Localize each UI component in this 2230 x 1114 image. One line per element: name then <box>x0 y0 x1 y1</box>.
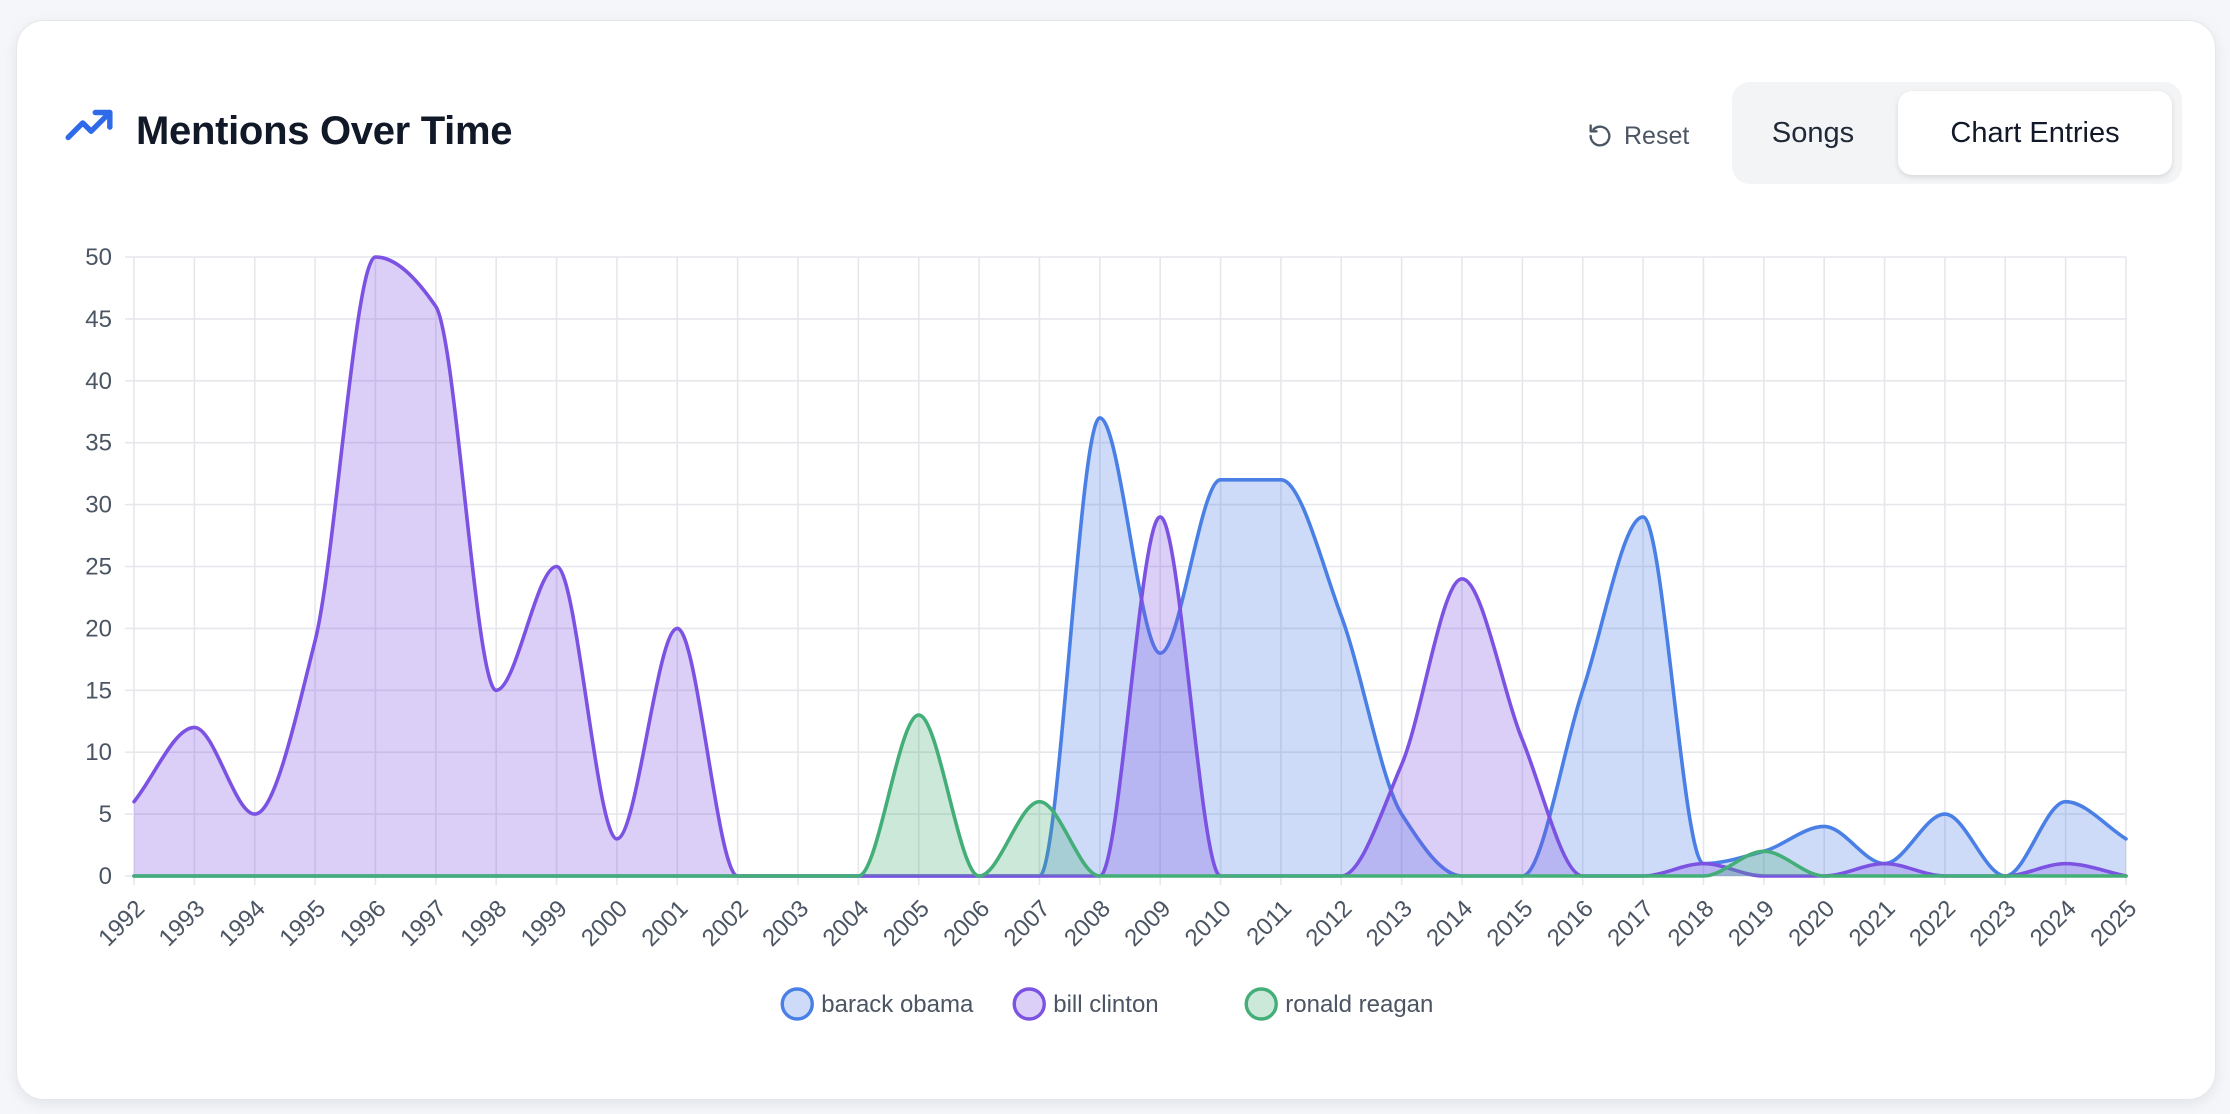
x-tick-label: 1992 <box>93 895 150 952</box>
y-tick-label: 30 <box>85 492 112 519</box>
series-area-barack-obama <box>134 417 2126 876</box>
x-tick-label: 2019 <box>1723 895 1780 952</box>
legend-item[interactable]: bill clinton <box>1012 987 1159 1021</box>
x-tick-label: 2022 <box>1904 895 1961 952</box>
x-tick-label: 2025 <box>2085 895 2142 952</box>
y-tick-label: 35 <box>85 430 112 457</box>
x-tick-label: 2007 <box>999 895 1056 952</box>
x-tick-label: 2013 <box>1361 895 1418 952</box>
trending-up-icon <box>65 109 113 141</box>
legend-swatch <box>1012 987 1046 1021</box>
legend-label: barack obama <box>821 991 974 1018</box>
view-toggle: Songs Chart Entries <box>1732 82 2182 184</box>
x-tick-label: 2005 <box>878 895 935 952</box>
x-tick-label: 1999 <box>516 895 573 952</box>
series-line-bill-clinton <box>132 255 2128 878</box>
x-tick-label: 2012 <box>1301 895 1358 952</box>
x-tick-label: 1994 <box>214 895 271 952</box>
mentions-card <box>16 20 2216 1100</box>
x-tick-label: 1998 <box>455 895 512 952</box>
y-tick-label: 40 <box>85 368 112 395</box>
legend-label: ronald reagan <box>1285 991 1433 1018</box>
x-tick-label: 2020 <box>1783 895 1840 952</box>
series-area-bill-clinton <box>134 257 2126 876</box>
legend-swatch <box>780 987 814 1021</box>
y-tick-label: 20 <box>85 615 112 642</box>
x-tick-label: 1997 <box>395 895 452 952</box>
x-tick-label: 2015 <box>1482 895 1539 952</box>
chart-legend: barack obama bill clinton ronald reagan <box>780 987 1433 1021</box>
x-tick-label: 2010 <box>1180 895 1237 952</box>
toggle-songs[interactable]: Songs <box>1771 116 1855 149</box>
reset-button[interactable]: Reset <box>1586 112 1689 160</box>
series-line-ronald-reagan <box>132 713 2128 878</box>
x-tick-label: 2003 <box>757 895 814 952</box>
x-tick-label: 2017 <box>1602 895 1659 952</box>
x-tick-label: 2014 <box>1421 895 1478 952</box>
x-tick-label: 2024 <box>2025 895 2082 952</box>
x-tick-label: 2009 <box>1119 895 1176 952</box>
x-tick-label: 2011 <box>1241 895 1297 951</box>
x-tick-label: 2023 <box>1965 895 2022 952</box>
page-title: Mentions Over Time <box>136 109 513 153</box>
x-tick-label: 2002 <box>697 895 754 952</box>
x-tick-label: 2021 <box>1844 895 1901 952</box>
y-tick-label: 10 <box>85 739 112 766</box>
legend-swatch <box>1244 987 1278 1021</box>
y-tick-label: 15 <box>85 677 112 704</box>
y-tick-label: 50 <box>85 244 112 271</box>
x-tick-label: 2016 <box>1542 895 1599 952</box>
y-tick-label: 25 <box>85 554 112 581</box>
y-tick-label: 45 <box>85 306 112 333</box>
toggle-chart-entries[interactable]: Chart Entries <box>1898 91 2172 175</box>
legend-item[interactable]: barack obama <box>780 987 974 1021</box>
x-tick-label: 2006 <box>938 895 995 952</box>
reset-icon <box>1589 124 1611 147</box>
y-tick-label: 0 <box>99 863 112 890</box>
x-tick-label: 2018 <box>1663 895 1720 952</box>
legend-label: bill clinton <box>1053 991 1158 1018</box>
legend-item[interactable]: ronald reagan <box>1244 987 1433 1021</box>
x-tick-label: 2004 <box>818 895 875 952</box>
reset-label: Reset <box>1624 121 1690 150</box>
x-tick-label: 2008 <box>1059 895 1116 952</box>
x-tick-label: 2001 <box>637 895 694 952</box>
x-tick-label: 1996 <box>335 895 392 952</box>
x-tick-label: 1995 <box>274 895 331 952</box>
x-tick-label: 2000 <box>576 895 633 952</box>
x-tick-label: 1993 <box>154 895 211 952</box>
y-tick-label: 5 <box>99 801 112 828</box>
